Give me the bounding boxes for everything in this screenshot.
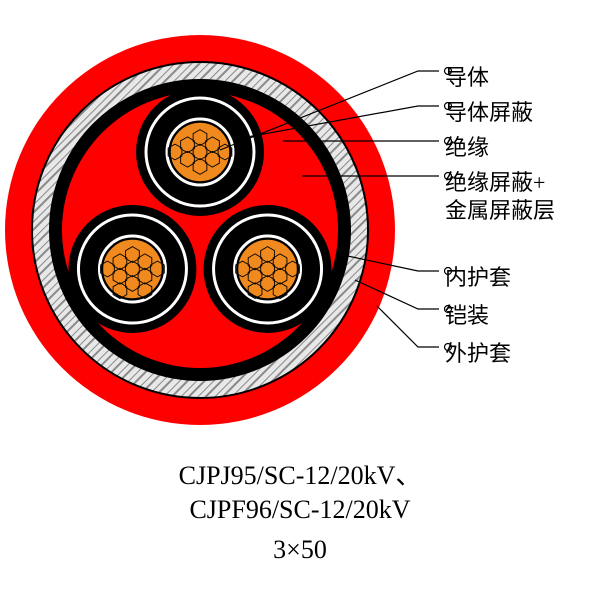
caption-line-3: 3×50 xyxy=(0,535,600,565)
label-insulation: 绝缘 xyxy=(445,130,489,162)
label-armor: 铠装 xyxy=(445,298,489,330)
core-0 xyxy=(136,88,264,216)
core-1 xyxy=(68,205,196,333)
label-inner-sheath: 内护套 xyxy=(445,260,511,292)
caption-line-1: CJPJ95/SC-12/20kV、 xyxy=(0,455,600,492)
label-conductor-shield: 导体屏蔽 xyxy=(445,95,533,127)
label-outer-sheath: 外护套 xyxy=(445,336,511,368)
label-conductor: 导体 xyxy=(445,60,489,92)
label-ins-shield-2: 金属屏蔽层 xyxy=(445,193,555,225)
caption-line-2: CJPF96/SC-12/20kV xyxy=(0,495,600,525)
leader-line xyxy=(377,306,439,347)
core-2 xyxy=(204,205,332,333)
